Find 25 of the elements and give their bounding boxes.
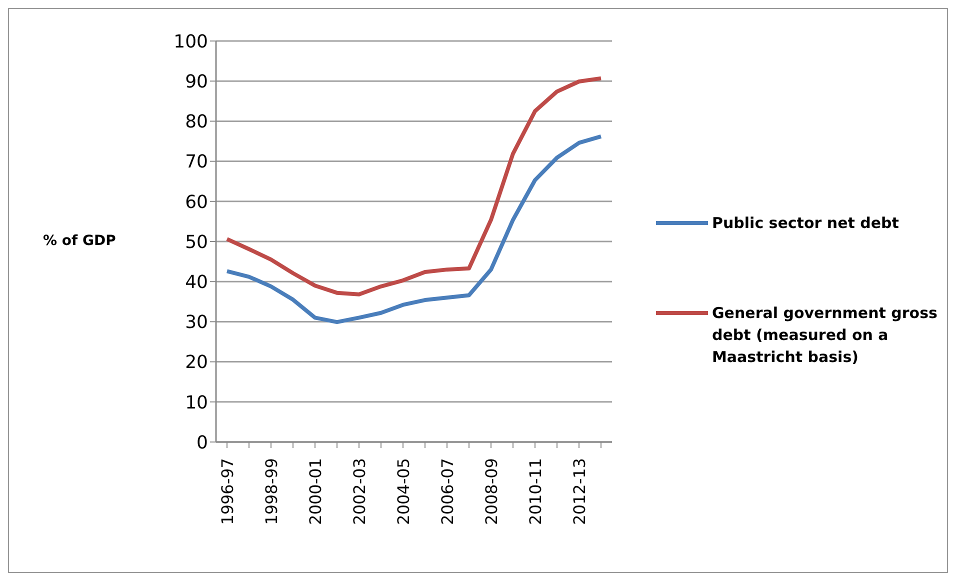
y-tick-label: 60 [185,192,208,213]
y-tick-label: 10 [185,392,208,414]
y-axis-title: % of GDP [43,233,116,249]
y-tick-label: 40 [185,272,208,293]
x-tick-label: 2002-03 [350,458,369,525]
legend-label: Public sector net debt [712,213,899,234]
x-tick-label: 1998-99 [262,458,281,525]
y-tick-label: 50 [185,232,208,253]
y-tick-label: 70 [185,152,208,173]
x-tick-label: 2000-01 [306,458,325,525]
y-tick-label: 30 [185,312,208,334]
x-tick-label: 1996-97 [218,458,237,525]
y-tick-label: 0 [196,432,208,454]
x-tick-label: 2012-13 [570,458,589,525]
x-tick-label: 2006-07 [438,458,457,525]
x-tick-label: 2004-05 [394,458,413,525]
x-tick-label: 2010-11 [526,458,545,525]
legend-label: General government gross debt (measured on a Maastricht basis) [712,303,938,368]
y-tick-label: 90 [185,71,208,92]
y-tick-label: 80 [185,112,208,133]
line-series [225,76,603,296]
x-tick-label: 2008-09 [482,458,501,525]
y-tick-label: 100 [174,31,208,52]
line-series [225,134,603,324]
y-tick-label: 20 [185,352,208,374]
